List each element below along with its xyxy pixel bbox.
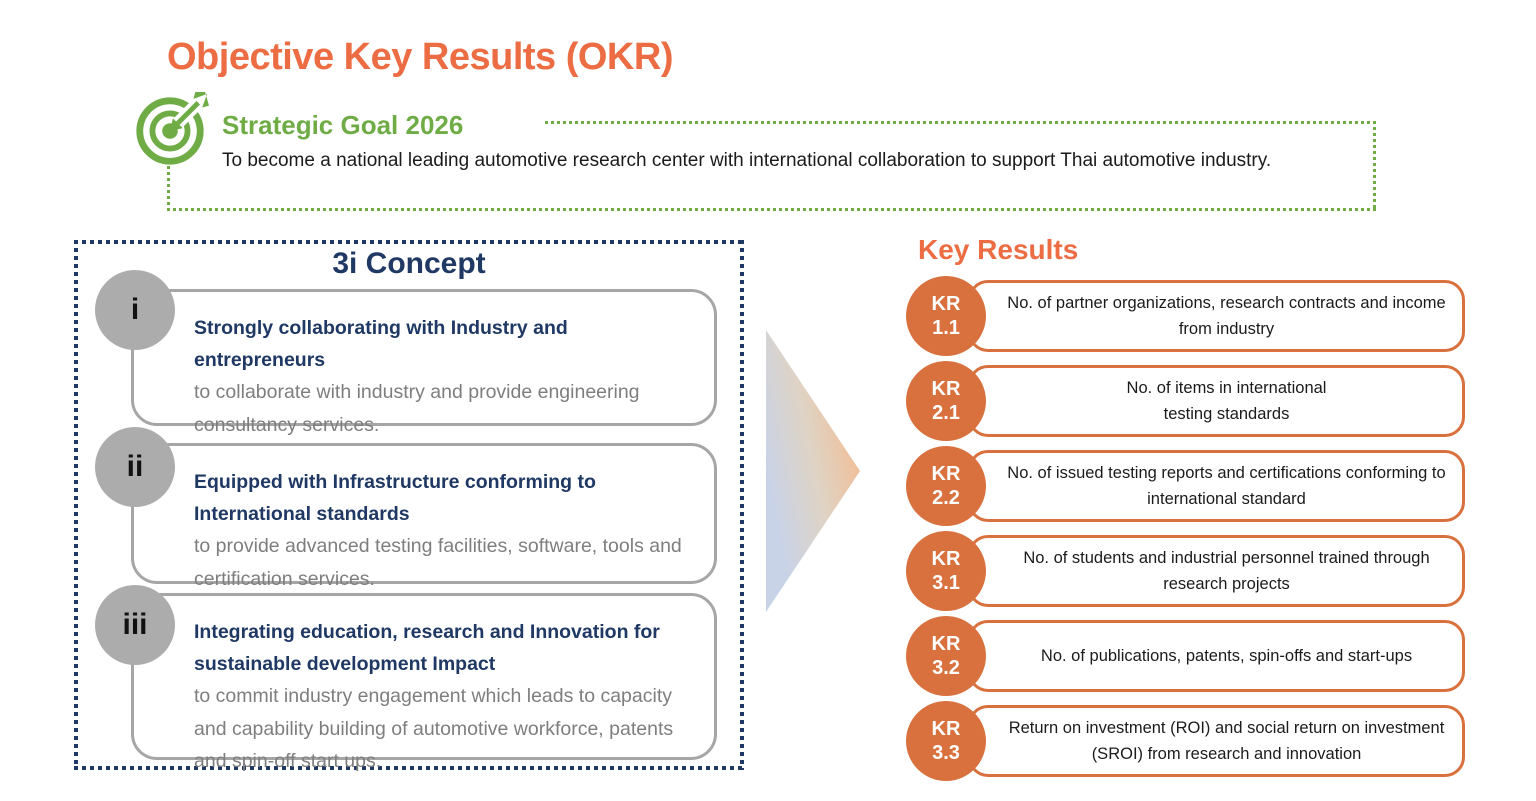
kr-3.3-text-line2: (SROI) from research and innovation (1091, 745, 1362, 763)
kr-3.1-badge-number: 3.1 (932, 572, 960, 594)
concept-item-2-body: to provide advanced testing facilities, … (194, 535, 682, 590)
concept-title: 3i Concept (332, 247, 486, 280)
concept-item-3-numeral: iii (122, 608, 148, 641)
kr-1.1-badge-label: KR (931, 293, 961, 315)
kr-3.3-text-line1: Return on investment (ROI) and social re… (1008, 719, 1445, 737)
kr-2.1-badge-number: 2.1 (932, 402, 960, 424)
concept-dotted-border-right (740, 240, 744, 770)
concept-item-2-box: Equipped with Infrastructure conforming … (131, 443, 717, 590)
concept-item-2-numeral: ii (126, 450, 144, 483)
kr-3.2-box: No. of publications, patents, spin-offs … (968, 620, 1465, 692)
kr-1.1-box: No. of partner organizations, research c… (968, 280, 1465, 352)
concept-item-3-body: to commit industry engagement which lead… (194, 685, 674, 772)
strategic-goal-dotted-border-top (545, 121, 1376, 124)
concept-dotted-border-top (74, 240, 744, 244)
concept-item-2-heading: Equipped with Infrastructure conforming … (194, 471, 596, 525)
concept-dotted-border-left (74, 240, 78, 770)
concept-item-3-box: Integrating education, research and Inno… (131, 593, 717, 772)
kr-2.1-text-line2: testing standards (1163, 405, 1290, 423)
kr-2.2-badge-label: KR (931, 463, 961, 485)
kr-2.2-badge-number: 2.2 (932, 487, 960, 509)
concept-item-2-numeral-badge: ii (95, 427, 175, 507)
concept-item-1-numeral-badge: i (95, 270, 175, 350)
strategic-goal-description: To become a national leading automotive … (222, 150, 1272, 171)
kr-1.1-text-line2: from industry (1178, 320, 1275, 338)
key-results-title: Key Results (918, 234, 1079, 265)
kr-2.2-text-line2: international standard (1147, 490, 1306, 508)
kr-3.3-badge: KR 3.3 (906, 701, 986, 781)
kr-2.2-box: No. of issued testing reports and certif… (968, 450, 1465, 522)
concept-item-1-body: to collaborate with industry and provide… (194, 381, 640, 436)
concept-dotted-border-bottom (74, 766, 744, 770)
concept-item-1-numeral: i (130, 293, 140, 326)
kr-2.1-box: No. of items in international testing st… (968, 365, 1465, 437)
strategic-goal-dotted-border-bottom (167, 208, 1376, 211)
kr-1.1-badge: KR 1.1 (906, 276, 986, 356)
kr-1.1-text-line1: No. of partner organizations, research c… (1007, 294, 1446, 312)
kr-3.3-box: Return on investment (ROI) and social re… (968, 705, 1465, 777)
kr-3.1-badge: KR 3.1 (906, 531, 986, 611)
strategic-goal-dotted-border-left (167, 166, 170, 211)
kr-3.2-badge-label: KR (931, 633, 961, 655)
concept-item-1-box: Strongly collaborating with Industry and… (131, 289, 717, 436)
kr-3.2-badge: KR 3.2 (906, 616, 986, 696)
kr-2.2-badge: KR 2.2 (906, 446, 986, 526)
kr-3.1-text-line2: research projects (1163, 575, 1290, 593)
concept-item-3-numeral-badge: iii (95, 585, 175, 665)
kr-3.3-badge-label: KR (931, 718, 961, 740)
kr-3.1-badge-label: KR (931, 548, 961, 570)
kr-2.1-badge-label: KR (931, 378, 961, 400)
strategic-goal-dotted-border-right (1373, 121, 1376, 211)
kr-3.2-text-line1: No. of publications, patents, spin-offs … (1040, 647, 1413, 665)
kr-2.1-badge: KR 2.1 (906, 361, 986, 441)
kr-2.1-text-line1: No. of items in international (1126, 379, 1327, 397)
strategic-goal-title: Strategic Goal 2026 (222, 110, 464, 140)
kr-3.1-text-line1: No. of students and industrial personnel… (1023, 549, 1430, 567)
concept-item-3-heading: Integrating education, research and Inno… (194, 621, 660, 675)
kr-1.1-badge-number: 1.1 (932, 317, 960, 339)
page-title: Objective Key Results (OKR) (167, 36, 673, 78)
target-arrow-icon (136, 92, 209, 165)
concept-item-1-heading: Strongly collaborating with Industry and… (194, 317, 568, 371)
flow-arrow-icon (766, 330, 860, 612)
kr-3.1-box: No. of students and industrial personnel… (968, 535, 1465, 607)
kr-3.2-badge-number: 3.2 (932, 657, 960, 679)
kr-2.2-text-line1: No. of issued testing reports and certif… (1007, 464, 1446, 482)
kr-3.3-badge-number: 3.3 (932, 742, 960, 764)
